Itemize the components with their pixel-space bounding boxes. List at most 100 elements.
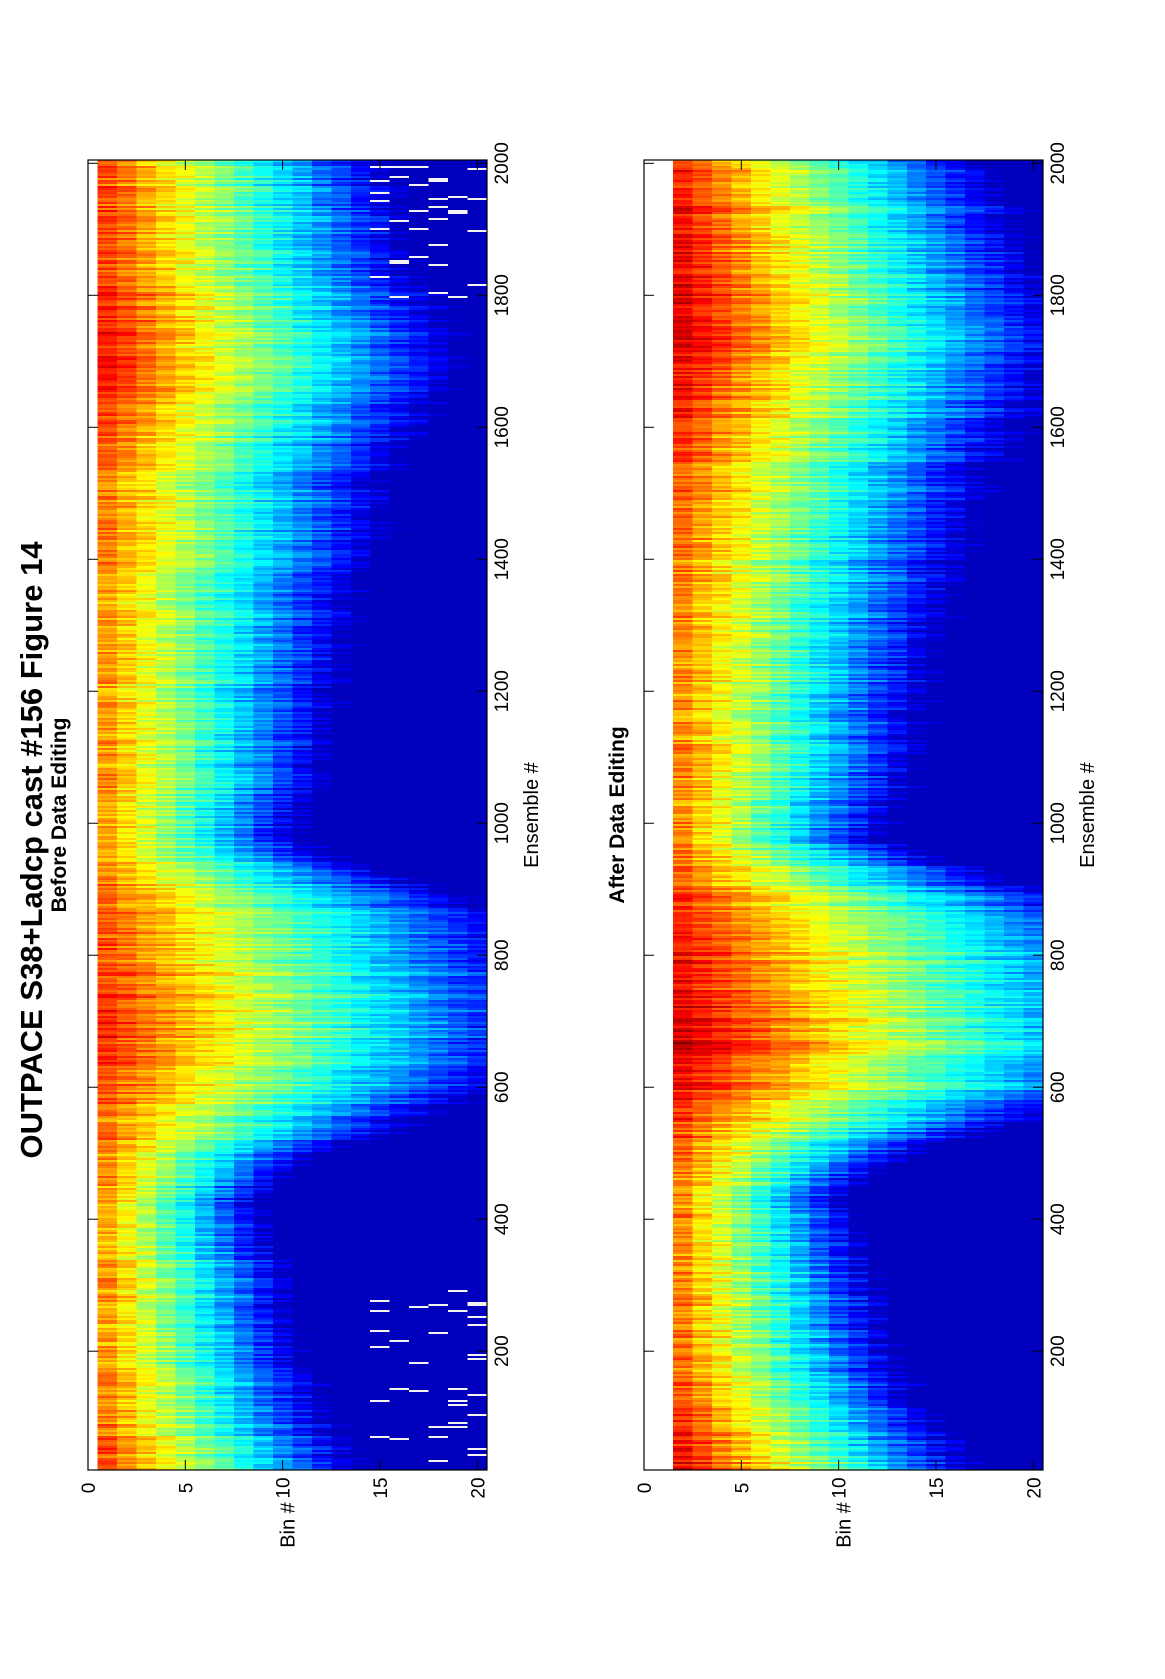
heatmap-cell	[428, 600, 449, 602]
heatmap-cell	[389, 172, 410, 174]
heatmap-cell	[272, 498, 293, 500]
heatmap-cell	[311, 400, 332, 402]
heatmap-cell	[389, 472, 410, 474]
heatmap-cell	[389, 540, 410, 542]
heatmap-cells	[97, 160, 488, 1470]
heatmap-cell	[448, 548, 468, 550]
heatmap-cell	[195, 322, 215, 324]
heatmap-cell	[389, 350, 410, 352]
heatmap-cell	[311, 652, 332, 654]
heatmap-cell	[311, 524, 332, 526]
heatmap-cell	[97, 306, 118, 308]
heatmap-cell	[214, 584, 235, 586]
heatmap-cell	[214, 300, 235, 302]
heatmap-cell	[467, 262, 488, 264]
heatmap-cell	[234, 508, 254, 510]
heatmap-cell	[195, 438, 215, 440]
heatmap-cell	[389, 538, 410, 540]
heatmap-cell	[136, 492, 157, 494]
heatmap-cell	[214, 648, 235, 650]
heatmap-cell	[409, 230, 429, 232]
heatmap-cell	[156, 230, 176, 232]
heatmap-cell	[117, 456, 137, 458]
heatmap-cell	[253, 352, 274, 354]
heatmap-cell	[97, 580, 118, 582]
heatmap-cell	[117, 280, 137, 282]
heatmap-cell	[195, 292, 215, 294]
heatmap-cell	[195, 324, 215, 326]
heatmap-cell	[311, 482, 332, 484]
heatmap-cell	[331, 472, 352, 474]
heatmap-cell	[448, 538, 468, 540]
heatmap-cell	[428, 588, 449, 590]
heatmap-cell	[195, 236, 215, 238]
heatmap-cell	[467, 348, 488, 350]
heatmap-cell	[136, 214, 157, 216]
heatmap-cell	[272, 394, 293, 396]
heatmap-cell	[136, 410, 157, 412]
heatmap-cell	[350, 312, 371, 314]
heatmap-cell	[175, 302, 196, 304]
heatmap-cell	[97, 436, 118, 438]
heatmap-cell	[136, 398, 157, 400]
heatmap-cell	[253, 466, 274, 468]
heatmap-cell	[156, 438, 176, 440]
heatmap-cell	[195, 476, 215, 478]
heatmap-cell	[389, 236, 410, 238]
heatmap-cell	[389, 430, 410, 432]
heatmap-cell	[117, 600, 137, 602]
heatmap-cell	[389, 636, 410, 638]
heatmap-cell	[156, 606, 176, 608]
heatmap-cell	[214, 196, 235, 198]
heatmap-cell	[253, 264, 274, 266]
heatmap-cell	[214, 468, 235, 470]
heatmap-cell	[214, 356, 235, 358]
heatmap-cell	[428, 432, 449, 434]
heatmap-cell	[136, 498, 157, 500]
heatmap-cell	[97, 256, 118, 258]
heatmap-cell	[253, 432, 274, 434]
heatmap-cell	[311, 538, 332, 540]
heatmap-cell	[370, 524, 390, 526]
heatmap-cell	[234, 190, 254, 192]
heatmap-cell	[428, 518, 449, 520]
heatmap-cell	[350, 360, 371, 362]
heatmap-cell	[253, 370, 274, 372]
heatmap-cell	[350, 470, 371, 472]
heatmap-cell	[331, 328, 352, 330]
heatmap-cell	[272, 302, 293, 304]
heatmap-cell	[389, 510, 410, 512]
heatmap-cell	[156, 624, 176, 626]
heatmap-cell	[214, 368, 235, 370]
heatmap-cell	[117, 194, 137, 196]
heatmap-cell	[195, 314, 215, 316]
heatmap-cell	[195, 638, 215, 640]
heatmap-cell	[409, 496, 429, 498]
heatmap-cell	[97, 352, 118, 354]
heatmap-cell	[389, 392, 410, 394]
heatmap-cell	[214, 570, 235, 572]
heatmap-cell	[389, 296, 410, 298]
heatmap-cell	[272, 354, 293, 356]
heatmap-cell	[97, 632, 118, 634]
heatmap-cell	[370, 480, 390, 482]
heatmap-cell	[331, 294, 352, 296]
heatmap-cell	[467, 492, 488, 494]
heatmap-cell	[234, 342, 254, 344]
heatmap-cell	[97, 476, 118, 478]
heatmap-cell	[272, 600, 293, 602]
heatmap-cell	[389, 394, 410, 396]
heatmap-cell	[214, 604, 235, 606]
heatmap-cell	[234, 628, 254, 630]
heatmap-cell	[389, 164, 410, 166]
heatmap-cell	[292, 260, 313, 262]
heatmap-cell	[428, 276, 449, 278]
heatmap-cell	[467, 194, 488, 196]
heatmap-cell	[253, 584, 274, 586]
heatmap-cell	[389, 526, 410, 528]
heatmap-cell	[428, 634, 449, 636]
heatmap-cell	[311, 424, 332, 426]
heatmap-cell	[214, 298, 235, 300]
heatmap-cell	[97, 512, 118, 514]
heatmap-cell	[253, 240, 274, 242]
